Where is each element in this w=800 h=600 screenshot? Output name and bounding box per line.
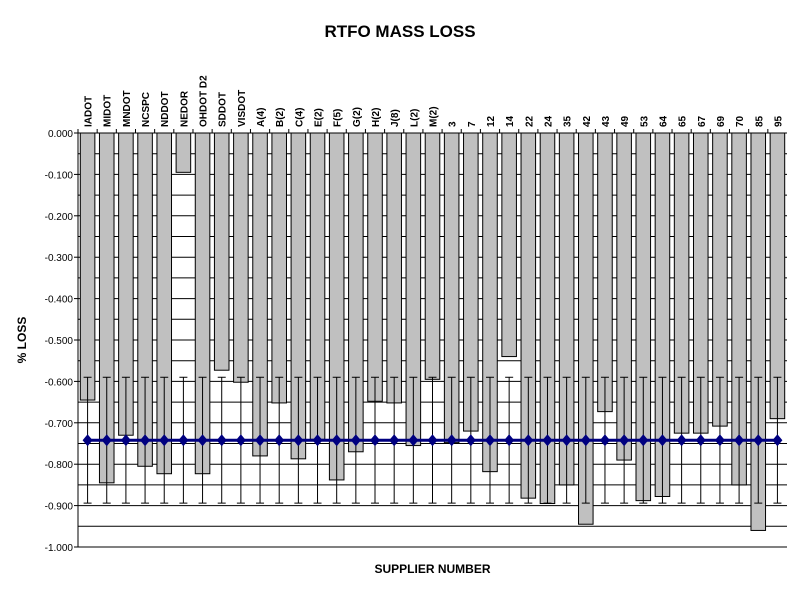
y-tick-label: -0.700 bbox=[45, 419, 74, 430]
x-tick-label: F(5) bbox=[333, 109, 344, 127]
x-tick-label: B(2) bbox=[275, 108, 286, 127]
x-tick-label: E(2) bbox=[314, 108, 325, 127]
average-marker bbox=[370, 434, 381, 447]
average-marker bbox=[676, 434, 687, 447]
average-marker bbox=[734, 434, 745, 447]
x-tick-label: SDDOT bbox=[218, 92, 229, 127]
average-marker bbox=[274, 434, 285, 447]
average-marker bbox=[772, 434, 783, 447]
x-tick-label: 67 bbox=[697, 115, 708, 127]
average-marker bbox=[504, 434, 515, 447]
average-marker bbox=[657, 434, 668, 447]
average-marker bbox=[235, 434, 246, 447]
x-tick-label: MNDOT bbox=[122, 90, 133, 127]
x-tick-label: 85 bbox=[754, 115, 765, 127]
average-marker bbox=[331, 434, 342, 447]
x-tick-label: G(2) bbox=[352, 107, 363, 127]
average-marker bbox=[427, 434, 438, 447]
x-tick-label: 24 bbox=[543, 115, 554, 127]
average-marker bbox=[255, 434, 266, 447]
x-tick-label: NCSPC bbox=[141, 92, 152, 127]
average-marker bbox=[695, 434, 706, 447]
bar bbox=[233, 132, 249, 383]
x-tick-label: 3 bbox=[448, 121, 459, 127]
average-marker bbox=[159, 434, 170, 447]
average-marker bbox=[312, 434, 323, 447]
average-marker bbox=[465, 434, 476, 447]
y-tick-label: -0.900 bbox=[45, 502, 74, 513]
bar bbox=[501, 132, 517, 358]
x-tick-label: IADOT bbox=[84, 96, 95, 127]
x-tick-label: VISDOT bbox=[237, 90, 248, 127]
x-tick-label: 22 bbox=[524, 115, 535, 127]
y-tick-label: -0.100 bbox=[45, 170, 74, 181]
bar bbox=[769, 132, 786, 420]
x-tick-label: 70 bbox=[735, 115, 746, 127]
x-tick-label: 95 bbox=[773, 115, 784, 127]
x-tick-label: C(4) bbox=[294, 108, 305, 127]
average-marker bbox=[140, 434, 151, 447]
bar bbox=[213, 132, 230, 371]
x-tick-label: 7 bbox=[467, 121, 478, 127]
x-tick-label: NEDOR bbox=[179, 90, 190, 127]
bar bbox=[79, 132, 96, 401]
average-marker bbox=[197, 434, 208, 447]
x-tick-label: 43 bbox=[601, 115, 612, 127]
average-marker bbox=[523, 434, 534, 447]
y-tick-label: -0.300 bbox=[45, 253, 74, 264]
average-marker bbox=[638, 434, 649, 447]
x-tick-label: 49 bbox=[620, 115, 631, 127]
average-marker bbox=[484, 434, 495, 447]
bar bbox=[175, 132, 192, 173]
x-tick-label: OHDOT D2 bbox=[199, 75, 210, 127]
average-marker bbox=[408, 434, 419, 447]
y-tick-label: -0.800 bbox=[45, 460, 74, 471]
average-marker bbox=[446, 434, 457, 447]
bar bbox=[271, 132, 287, 404]
average-marker bbox=[389, 434, 400, 447]
chart-title: RTFO MASS LOSS bbox=[324, 22, 476, 41]
average-marker bbox=[714, 434, 725, 447]
average-marker bbox=[293, 434, 304, 447]
average-marker bbox=[82, 434, 93, 447]
average-marker bbox=[101, 434, 112, 447]
x-tick-label: 12 bbox=[486, 115, 497, 127]
average-marker bbox=[178, 434, 189, 447]
y-tick-label: -1.000 bbox=[45, 543, 74, 554]
x-tick-label: MIDOT bbox=[103, 95, 114, 127]
x-tick-label: H(2) bbox=[371, 108, 382, 127]
bar bbox=[424, 132, 441, 380]
x-tick-label: 69 bbox=[716, 115, 727, 127]
average-marker bbox=[120, 434, 131, 447]
average-marker bbox=[753, 434, 764, 447]
x-tick-label: 53 bbox=[639, 115, 650, 127]
bar bbox=[386, 132, 402, 404]
y-tick-label: -0.400 bbox=[45, 295, 74, 306]
x-tick-label: 65 bbox=[678, 115, 689, 127]
average-marker bbox=[350, 434, 361, 447]
x-tick-label: J(8) bbox=[390, 109, 401, 127]
x-tick-label: 64 bbox=[658, 115, 669, 127]
x-tick-label: 14 bbox=[505, 115, 516, 127]
x-tick-label: 42 bbox=[582, 115, 593, 127]
average-marker bbox=[216, 434, 227, 447]
average-marker bbox=[599, 434, 610, 447]
y-tick-label: -0.500 bbox=[45, 336, 74, 347]
y-tick-label: -0.600 bbox=[45, 377, 74, 388]
average-marker bbox=[542, 434, 553, 447]
x-tick-label: M(2) bbox=[429, 106, 440, 127]
average-marker bbox=[619, 434, 630, 447]
bar bbox=[597, 132, 613, 413]
x-tick-label: L(2) bbox=[409, 109, 420, 127]
x-axis-label: SUPPLIER NUMBER bbox=[374, 562, 491, 576]
x-tick-label: 35 bbox=[563, 115, 574, 127]
bar bbox=[367, 132, 383, 402]
x-tick-label: NDDOT bbox=[160, 91, 171, 127]
y-tick-label: -0.200 bbox=[45, 212, 74, 223]
average-marker bbox=[561, 434, 572, 447]
average-marker bbox=[580, 434, 591, 447]
x-tick-label: A(4) bbox=[256, 108, 267, 127]
y-tick-label: 0.000 bbox=[48, 129, 73, 140]
